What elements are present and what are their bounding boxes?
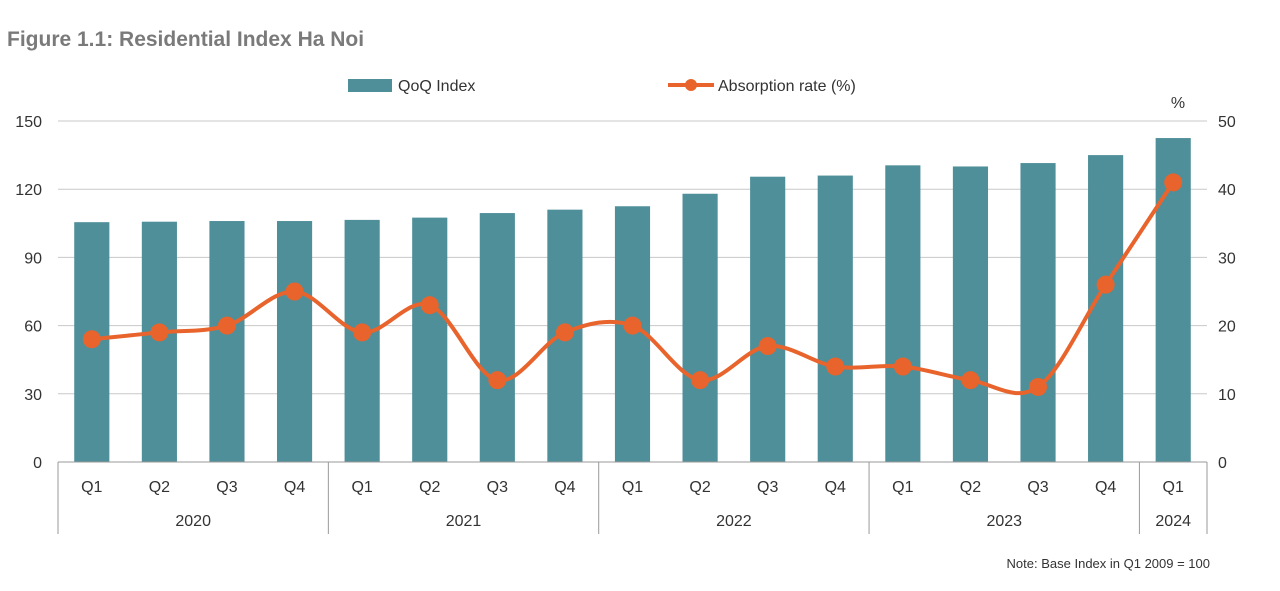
absorption-point bbox=[150, 323, 169, 342]
category-label: Q4 bbox=[1095, 479, 1116, 496]
bar bbox=[817, 175, 853, 462]
category-label: Q1 bbox=[351, 479, 372, 496]
absorption-point bbox=[893, 357, 912, 376]
absorption-point bbox=[758, 337, 777, 356]
left-tick-label: 120 bbox=[15, 182, 42, 199]
year-label: 2024 bbox=[1155, 513, 1191, 530]
legend-label-line: Absorption rate (%) bbox=[718, 78, 856, 95]
right-tick-label: 50 bbox=[1218, 114, 1236, 131]
left-tick-label: 0 bbox=[33, 455, 42, 472]
category-label: Q2 bbox=[689, 479, 710, 496]
right-tick-label: 20 bbox=[1218, 319, 1236, 336]
right-tick-label: 10 bbox=[1218, 387, 1236, 404]
category-label: Q1 bbox=[892, 479, 913, 496]
left-tick-label: 150 bbox=[15, 114, 42, 131]
bar bbox=[750, 176, 786, 463]
category-label: Q3 bbox=[1027, 479, 1048, 496]
absorption-point bbox=[826, 357, 845, 376]
year-label: 2020 bbox=[175, 513, 211, 530]
bar bbox=[952, 166, 989, 462]
absorption-point bbox=[82, 330, 101, 349]
bar bbox=[885, 165, 921, 462]
absorption-point bbox=[961, 371, 980, 390]
legend-swatch-bar bbox=[348, 79, 392, 92]
right-axis-unit: % bbox=[1171, 95, 1185, 112]
bar bbox=[682, 193, 718, 462]
left-tick-label: 30 bbox=[24, 387, 42, 404]
year-label: 2023 bbox=[986, 513, 1022, 530]
category-label: Q4 bbox=[825, 479, 846, 496]
right-tick-label: 40 bbox=[1218, 182, 1236, 199]
absorption-point bbox=[217, 316, 236, 335]
absorption-point bbox=[623, 316, 642, 335]
bar bbox=[1155, 138, 1191, 463]
right-tick-label: 30 bbox=[1218, 250, 1236, 267]
left-tick-label: 90 bbox=[24, 250, 42, 267]
absorption-point bbox=[353, 323, 372, 342]
bar bbox=[276, 221, 313, 462]
category-label: Q3 bbox=[216, 479, 237, 496]
legend-label-bar: QoQ Index bbox=[398, 78, 475, 95]
category-label: Q2 bbox=[960, 479, 981, 496]
absorption-point bbox=[1164, 173, 1183, 192]
bar bbox=[141, 221, 177, 462]
category-label: Q4 bbox=[284, 479, 305, 496]
bar bbox=[1088, 155, 1124, 462]
bar bbox=[209, 221, 245, 462]
category-label: Q1 bbox=[1163, 479, 1184, 496]
absorption-point bbox=[285, 282, 304, 301]
category-label: Q2 bbox=[419, 479, 440, 496]
absorption-point bbox=[488, 371, 507, 390]
figure-title: Figure 1.1: Residential Index Ha Noi bbox=[7, 28, 364, 51]
absorption-point bbox=[555, 323, 574, 342]
bar bbox=[1020, 163, 1056, 462]
absorption-point bbox=[1096, 275, 1115, 294]
note: Note: Base Index in Q1 2009 = 100 bbox=[1007, 556, 1210, 571]
year-label: 2022 bbox=[716, 513, 752, 530]
category-label: Q3 bbox=[487, 479, 508, 496]
category-label: Q1 bbox=[81, 479, 102, 496]
bar bbox=[479, 213, 515, 462]
category-label: Q4 bbox=[554, 479, 575, 496]
absorption-point bbox=[420, 296, 439, 315]
absorption-point bbox=[1029, 377, 1048, 396]
legend-swatch-marker bbox=[685, 79, 697, 91]
left-tick-label: 60 bbox=[24, 319, 42, 336]
category-label: Q1 bbox=[622, 479, 643, 496]
bar bbox=[412, 217, 448, 462]
year-label: 2021 bbox=[446, 513, 482, 530]
absorption-point bbox=[691, 371, 710, 390]
category-label: Q3 bbox=[757, 479, 778, 496]
category-label: Q2 bbox=[149, 479, 170, 496]
right-tick-label: 0 bbox=[1218, 455, 1227, 472]
